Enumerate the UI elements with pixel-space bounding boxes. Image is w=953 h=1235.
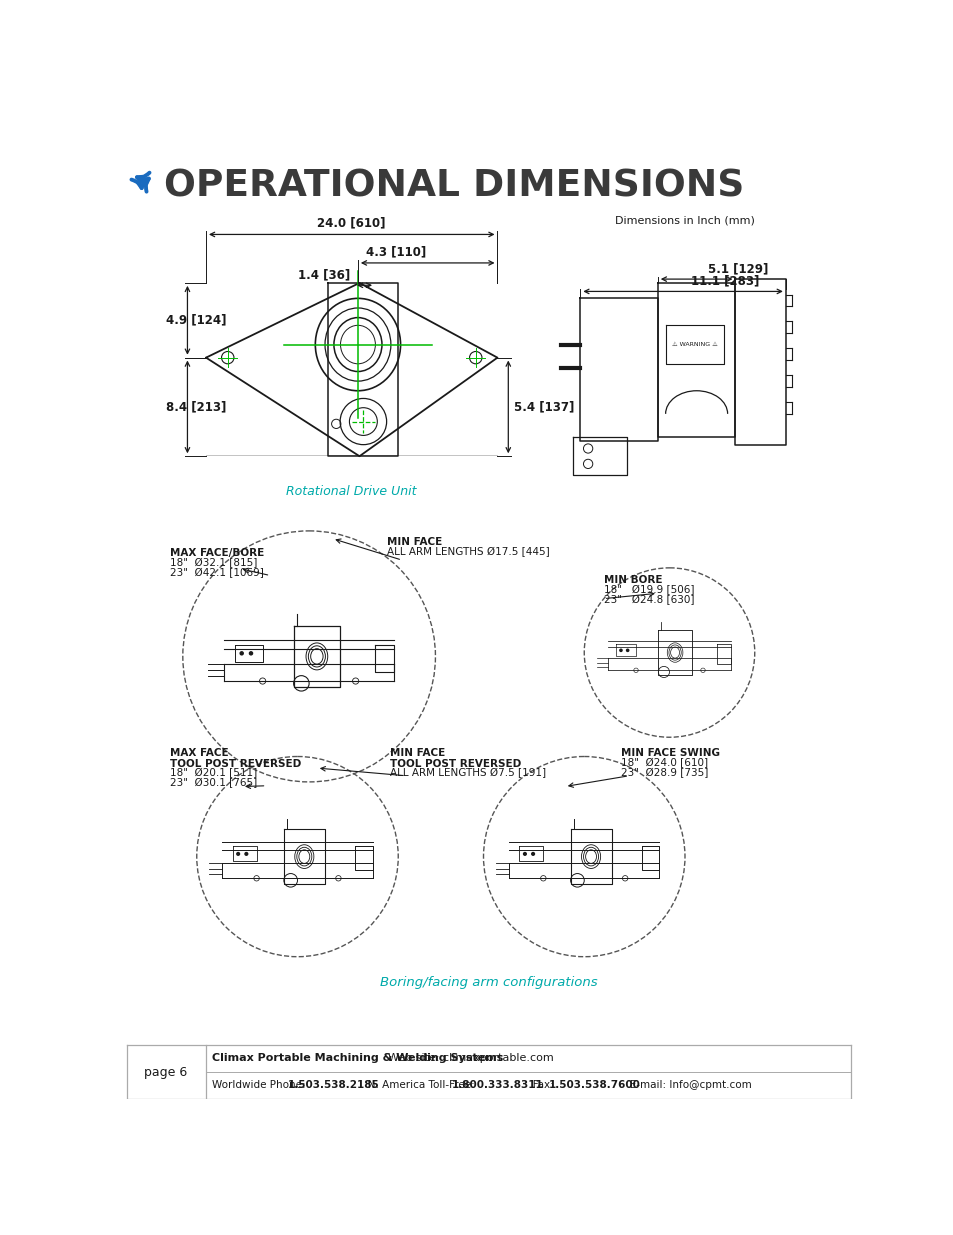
Circle shape <box>245 852 248 856</box>
Text: 23"  Ø30.1 [765]: 23" Ø30.1 [765] <box>170 778 256 788</box>
Text: Climax Portable Machining & Welding Systems: Climax Portable Machining & Welding Syst… <box>212 1053 503 1063</box>
Text: 18"  Ø24.0 [610]: 18" Ø24.0 [610] <box>620 758 708 768</box>
Circle shape <box>523 852 526 856</box>
Text: ALL ARM LENGTHS Ø17.5 [445]: ALL ARM LENGTHS Ø17.5 [445] <box>386 547 549 557</box>
Circle shape <box>619 650 621 651</box>
Text: 5.1 [129]: 5.1 [129] <box>707 262 768 275</box>
Text: 4.3 [110]: 4.3 [110] <box>365 246 425 258</box>
Text: ALL ARM LENGTHS Ø7.5 [191]: ALL ARM LENGTHS Ø7.5 [191] <box>390 768 546 778</box>
Text: Boring/facing arm configurations: Boring/facing arm configurations <box>379 976 598 989</box>
Text: TOOL POST REVERSED: TOOL POST REVERSED <box>390 758 521 768</box>
Circle shape <box>531 852 534 856</box>
Text: 8.4 [213]: 8.4 [213] <box>166 400 226 414</box>
Text: 1.4 [36]: 1.4 [36] <box>297 268 350 282</box>
Text: 11.1 [283]: 11.1 [283] <box>690 274 759 288</box>
Text: MIN BORE: MIN BORE <box>603 576 661 585</box>
Text: MAX FACE/BORE: MAX FACE/BORE <box>170 548 264 558</box>
Text: 1.503.538.2185: 1.503.538.2185 <box>287 1081 378 1091</box>
Text: N. America Toll-Free:: N. America Toll-Free: <box>358 1081 478 1091</box>
Text: 5.4 [137]: 5.4 [137] <box>514 400 575 414</box>
Text: Dimensions in Inch (mm): Dimensions in Inch (mm) <box>615 215 755 225</box>
Text: TOOL POST REVERSED: TOOL POST REVERSED <box>170 758 300 768</box>
Text: 1.800.333.8311: 1.800.333.8311 <box>451 1081 542 1091</box>
Circle shape <box>236 852 239 856</box>
Text: 23"  Ø28.9 [735]: 23" Ø28.9 [735] <box>620 768 708 778</box>
Text: 18"   Ø19.9 [506]: 18" Ø19.9 [506] <box>603 585 694 595</box>
Text: MIN FACE: MIN FACE <box>390 748 445 758</box>
Text: MIN FACE: MIN FACE <box>386 537 441 547</box>
Circle shape <box>249 652 253 655</box>
Text: 18"  Ø20.1 [511]: 18" Ø20.1 [511] <box>170 768 256 778</box>
Text: Web site: climaxportable.com: Web site: climaxportable.com <box>380 1053 553 1063</box>
Text: OPERATIONAL DIMENSIONS: OPERATIONAL DIMENSIONS <box>164 169 743 205</box>
Text: 23"   Ø24.8 [630]: 23" Ø24.8 [630] <box>603 595 694 605</box>
Text: Rotational Drive Unit: Rotational Drive Unit <box>286 485 416 499</box>
Text: Fax:: Fax: <box>522 1081 556 1091</box>
Text: 1.503.538.7600: 1.503.538.7600 <box>548 1081 640 1091</box>
Text: MIN FACE SWING: MIN FACE SWING <box>620 748 720 758</box>
Text: page 6: page 6 <box>144 1066 187 1078</box>
Text: 4.9 [124]: 4.9 [124] <box>166 314 226 327</box>
Text: Worldwide Phone:: Worldwide Phone: <box>212 1081 309 1091</box>
Circle shape <box>240 652 243 655</box>
Text: 23"  Ø42.1 [1069]: 23" Ø42.1 [1069] <box>170 568 263 578</box>
Text: ⚠ WARNING ⚠: ⚠ WARNING ⚠ <box>671 342 717 347</box>
Text: E-mail: Info@cpmt.com: E-mail: Info@cpmt.com <box>619 1081 751 1091</box>
Text: 24.0 [610]: 24.0 [610] <box>317 217 386 230</box>
Circle shape <box>626 650 628 651</box>
Text: 18"  Ø32.1 [815]: 18" Ø32.1 [815] <box>170 558 256 568</box>
Text: MAX FACE: MAX FACE <box>170 748 228 758</box>
